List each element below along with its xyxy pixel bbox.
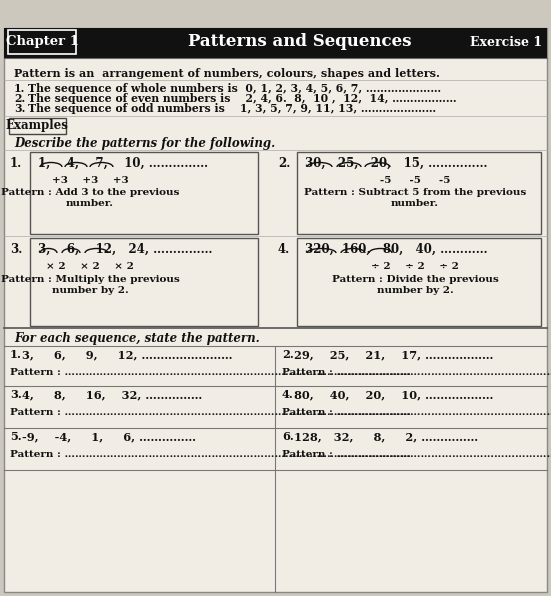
- FancyBboxPatch shape: [8, 30, 76, 54]
- Text: 2.: 2.: [14, 93, 25, 104]
- Text: 2.: 2.: [282, 349, 294, 360]
- Text: Pattern : ………………………………………………………………………………………: Pattern : …………………………………………………………………………………: [10, 450, 411, 459]
- Text: number.: number.: [66, 199, 114, 208]
- Text: 5.: 5.: [10, 431, 21, 442]
- FancyBboxPatch shape: [297, 152, 541, 234]
- FancyBboxPatch shape: [297, 238, 541, 326]
- Text: Pattern : ………………………………………………………………………………………: Pattern : …………………………………………………………………………………: [10, 368, 411, 377]
- Text: For each sequence, state the pattern.: For each sequence, state the pattern.: [14, 332, 260, 345]
- Text: 1,    4,    7,    10, ……………: 1, 4, 7, 10, ……………: [38, 157, 208, 170]
- Text: number by 2.: number by 2.: [377, 286, 453, 295]
- Text: Pattern : ………………………………………………………………………………………: Pattern : …………………………………………………………………………………: [282, 450, 551, 459]
- Text: 3.: 3.: [14, 103, 25, 114]
- FancyBboxPatch shape: [9, 118, 66, 134]
- Text: 4.: 4.: [278, 243, 290, 256]
- Text: Patterns and Sequences: Patterns and Sequences: [188, 33, 412, 51]
- Text: number by 2.: number by 2.: [52, 286, 128, 295]
- Text: 4,     8,     16,    32, ……………: 4, 8, 16, 32, ……………: [22, 389, 202, 400]
- Text: 3,    6,    12,   24, ……………: 3, 6, 12, 24, ……………: [38, 243, 213, 256]
- Text: +3    +3    +3: +3 +3 +3: [52, 176, 128, 185]
- Text: 320,  160,   80,   40, …………: 320, 160, 80, 40, …………: [305, 243, 488, 256]
- Text: Describe the patterns for the following.: Describe the patterns for the following.: [14, 137, 275, 150]
- FancyBboxPatch shape: [30, 238, 258, 326]
- Text: × 2    × 2    × 2: × 2 × 2 × 2: [46, 262, 134, 271]
- Text: 3.: 3.: [10, 389, 21, 400]
- Text: Pattern : Subtract 5 from the previous: Pattern : Subtract 5 from the previous: [304, 188, 526, 197]
- Text: Pattern : Add 3 to the previous: Pattern : Add 3 to the previous: [1, 188, 179, 197]
- Text: 6.: 6.: [282, 431, 294, 442]
- Text: 30,   25,   20,   15, ……………: 30, 25, 20, 15, ……………: [305, 157, 488, 170]
- Text: Exercise 1: Exercise 1: [470, 36, 542, 48]
- Text: ÷ 2    ÷ 2    ÷ 2: ÷ 2 ÷ 2 ÷ 2: [371, 262, 459, 271]
- Text: Chapter 1: Chapter 1: [6, 36, 78, 48]
- Text: 1.: 1.: [10, 349, 22, 360]
- Text: The sequence of odd numbers is    1, 3, 5, 7, 9, 11, 13, …………………: The sequence of odd numbers is 1, 3, 5, …: [28, 103, 436, 114]
- Text: 1.: 1.: [10, 157, 22, 170]
- FancyBboxPatch shape: [4, 28, 547, 58]
- Text: 80,    40,    20,    10, ………………: 80, 40, 20, 10, ………………: [294, 389, 493, 400]
- FancyBboxPatch shape: [30, 152, 258, 234]
- Text: Pattern : ………………………………………………………………………………………: Pattern : …………………………………………………………………………………: [10, 408, 411, 417]
- Text: 2.: 2.: [278, 157, 290, 170]
- Text: 3,     6,     9,     12, ……………………: 3, 6, 9, 12, ……………………: [22, 349, 233, 360]
- Text: 3.: 3.: [10, 243, 23, 256]
- FancyBboxPatch shape: [4, 28, 547, 592]
- Text: -9,    -4,     1,     6, ……………: -9, -4, 1, 6, ……………: [22, 431, 196, 442]
- Text: Pattern : Multiply the previous: Pattern : Multiply the previous: [1, 275, 180, 284]
- Text: 29,    25,    21,    17, ………………: 29, 25, 21, 17, ………………: [294, 349, 493, 360]
- Text: Pattern : Divide the previous: Pattern : Divide the previous: [332, 275, 498, 284]
- Text: number.: number.: [391, 199, 439, 208]
- Text: Pattern : ………………………………………………………………………………………: Pattern : …………………………………………………………………………………: [282, 368, 551, 377]
- Text: 1.: 1.: [14, 83, 25, 94]
- Text: 4.: 4.: [282, 389, 294, 400]
- Text: Pattern : ………………………………………………………………………………………: Pattern : …………………………………………………………………………………: [282, 408, 551, 417]
- Text: -5     -5     -5: -5 -5 -5: [380, 176, 450, 185]
- Text: 128,   32,     8,     2, ……………: 128, 32, 8, 2, ……………: [294, 431, 478, 442]
- Text: Pattern is an  arrangement of numbers, colours, shapes and letters.: Pattern is an arrangement of numbers, co…: [14, 68, 440, 79]
- Text: Examples: Examples: [6, 120, 68, 132]
- Text: The sequence of whole numbers is  0, 1, 2, 3, 4, 5, 6, 7, …………………: The sequence of whole numbers is 0, 1, 2…: [28, 83, 441, 94]
- Text: The sequence of even numbers is    2, 4, 6.  8,  10 ,  12,  14, ………………: The sequence of even numbers is 2, 4, 6.…: [28, 93, 457, 104]
